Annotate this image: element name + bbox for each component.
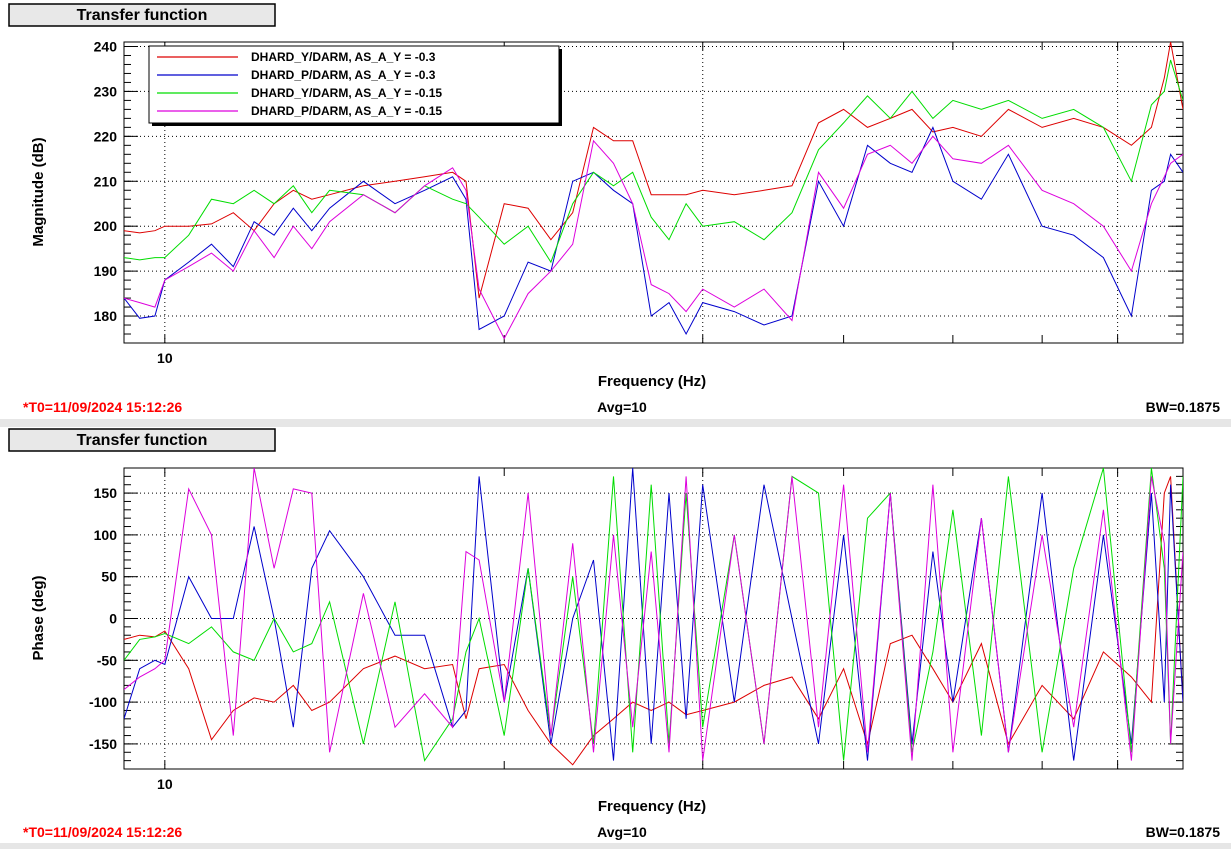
legend-entry-2: DHARD_P/DARM, AS_A_Y = -0.3 [251,68,436,82]
y-tick-label: 150 [94,485,118,501]
y-tick-label: 240 [94,38,118,54]
magnitude-x-axis-label: Frequency (Hz) [598,373,706,390]
magnitude-t0-label: *T0=11/09/2024 15:12:26 [23,399,182,415]
legend-entry-3: DHARD_Y/DARM, AS_A_Y = -0.15 [251,86,442,100]
x-tick-label: 10 [157,776,173,792]
series-line-3 [124,468,1183,762]
magnitude-title: Transfer function [77,7,208,24]
y-tick-label: 100 [94,527,118,543]
y-tick-label: 220 [94,128,118,144]
bottom-strip [0,843,1231,849]
y-tick-label: 190 [94,263,118,279]
x-tick-label: 10 [157,350,173,366]
series-line-1 [124,476,1183,766]
magnitude-title-box [8,3,276,27]
phase-grid [124,468,1183,769]
series-line-4 [124,135,1183,340]
legend-entry-4: DHARD_P/DARM, AS_A_Y = -0.15 [251,104,442,118]
magnitude-ticks: 10 180 190 200 210 220 230 240 [94,38,1183,366]
phase-y-axis-label: Phase (deg) [30,575,47,660]
magnitude-avg-label: Avg=10 [597,399,647,415]
y-tick-label: -50 [97,652,117,668]
y-tick-label: 230 [94,83,118,99]
phase-avg-label: Avg=10 [597,824,647,840]
phase-t0-label: *T0=11/09/2024 15:12:26 [23,824,182,840]
phase-x-axis-label: Frequency (Hz) [598,798,706,815]
phase-ticks: 10 -150 -100 -50 0 50 100 150 [89,467,1183,792]
legend-box [148,45,560,124]
y-tick-label: 210 [94,173,118,189]
y-tick-label: -100 [89,694,117,710]
magnitude-y-axis-label: Magnitude (dB) [30,137,47,246]
y-tick-label: 200 [94,218,118,234]
phase-title: Transfer function [77,432,208,449]
phase-pad: Transfer function 10 -150 -100 -50 0 50 100 150… [8,428,1221,840]
magnitude-legend: DHARD_Y/DARM, AS_A_Y = -0.3 DHARD_P/DARM,… [148,45,562,126]
y-tick-label: 180 [94,308,118,324]
y-tick-label: -150 [89,736,117,752]
y-tick-label: 0 [109,611,117,627]
magnitude-series-group [124,42,1183,340]
magnitude-bw-label: BW=0.1875 [1146,399,1221,415]
legend-entry-1: DHARD_Y/DARM, AS_A_Y = -0.3 [251,50,436,64]
phase-title-box [8,428,276,452]
magnitude-pad: Transfer function 10 180 190 200 210 220 230 24… [8,3,1221,415]
pad-separator [0,419,1231,427]
series-line-4 [124,468,1183,761]
phase-bw-label: BW=0.1875 [1146,824,1221,840]
phase-series-group [124,468,1183,766]
series-line-3 [124,59,1183,264]
y-tick-label: 50 [101,569,117,585]
